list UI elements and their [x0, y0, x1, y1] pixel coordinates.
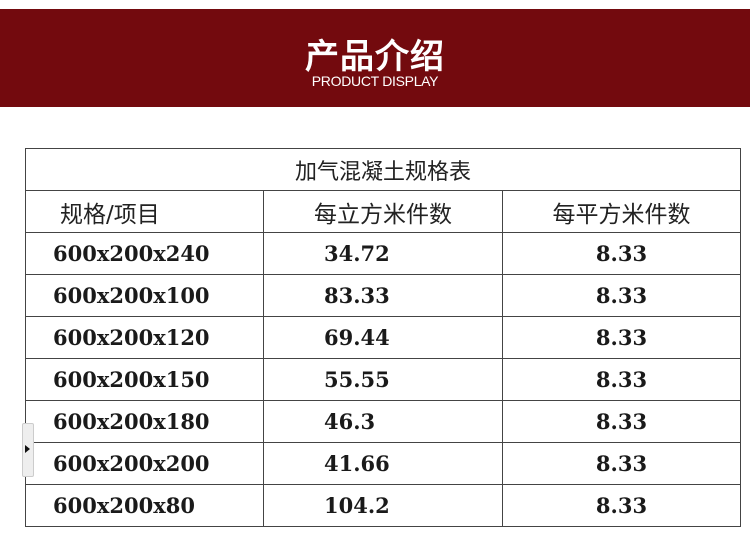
per-cubic-meter-cell: 69.44	[263, 316, 503, 359]
spec-cell: 600x200x150	[25, 358, 264, 401]
per-square-meter-cell: 8.33	[501, 316, 742, 359]
spec-cell: 600x200x100	[25, 274, 264, 317]
table-caption-row: 加气混凝土规格表	[24, 148, 742, 191]
table-row: 600x200x120 69.44 8.33	[25, 316, 742, 359]
per-square-meter-cell: 8.33	[501, 232, 742, 275]
table-row: 600x200x180 46.3 8.33	[25, 400, 742, 443]
per-square-meter-cell: 8.33	[501, 442, 742, 485]
table-header-row: 规格/项目 每立方米件数 每平方米件数	[25, 190, 742, 233]
spec-cell: 600x200x240	[25, 232, 264, 275]
table-caption: 加气混凝土规格表	[24, 148, 742, 191]
table-row: 600x200x240 34.72 8.33	[25, 232, 742, 275]
spec-cell: 600x200x200	[25, 442, 264, 485]
header-banner: 产品介绍 PRODUCT DISPLAY	[0, 9, 750, 107]
header-spec: 规格/项目	[25, 190, 264, 233]
side-expand-tab[interactable]	[22, 423, 34, 477]
table-row: 600x200x200 41.66 8.33	[25, 442, 742, 485]
banner-title: 产品介绍	[305, 37, 445, 77]
per-cubic-meter-cell: 55.55	[263, 358, 503, 401]
table-row: 600x200x150 55.55 8.33	[25, 358, 742, 401]
per-cubic-meter-cell: 34.72	[263, 232, 503, 275]
per-square-meter-cell: 8.33	[501, 484, 742, 527]
spec-cell: 600x200x180	[25, 400, 264, 443]
per-square-meter-cell: 8.33	[501, 400, 742, 443]
banner-subtitle: PRODUCT DISPLAY	[311, 73, 439, 89]
spec-cell: 600x200x80	[25, 484, 264, 527]
header-per-square-meter: 每平方米件数	[501, 190, 742, 233]
table-row: 600x200x80 104.2 8.33	[25, 484, 742, 527]
per-cubic-meter-cell: 104.2	[263, 484, 503, 527]
table-row: 600x200x100 83.33 8.33	[25, 274, 742, 317]
header-per-cubic-meter: 每立方米件数	[263, 190, 503, 233]
spec-cell: 600x200x120	[25, 316, 264, 359]
per-cubic-meter-cell: 46.3	[263, 400, 503, 443]
per-square-meter-cell: 8.33	[501, 358, 742, 401]
spec-table: 加气混凝土规格表 规格/项目 每立方米件数 每平方米件数 600x200x240…	[24, 148, 742, 527]
per-cubic-meter-cell: 41.66	[263, 442, 503, 485]
per-square-meter-cell: 8.33	[501, 274, 742, 317]
per-cubic-meter-cell: 83.33	[263, 274, 503, 317]
